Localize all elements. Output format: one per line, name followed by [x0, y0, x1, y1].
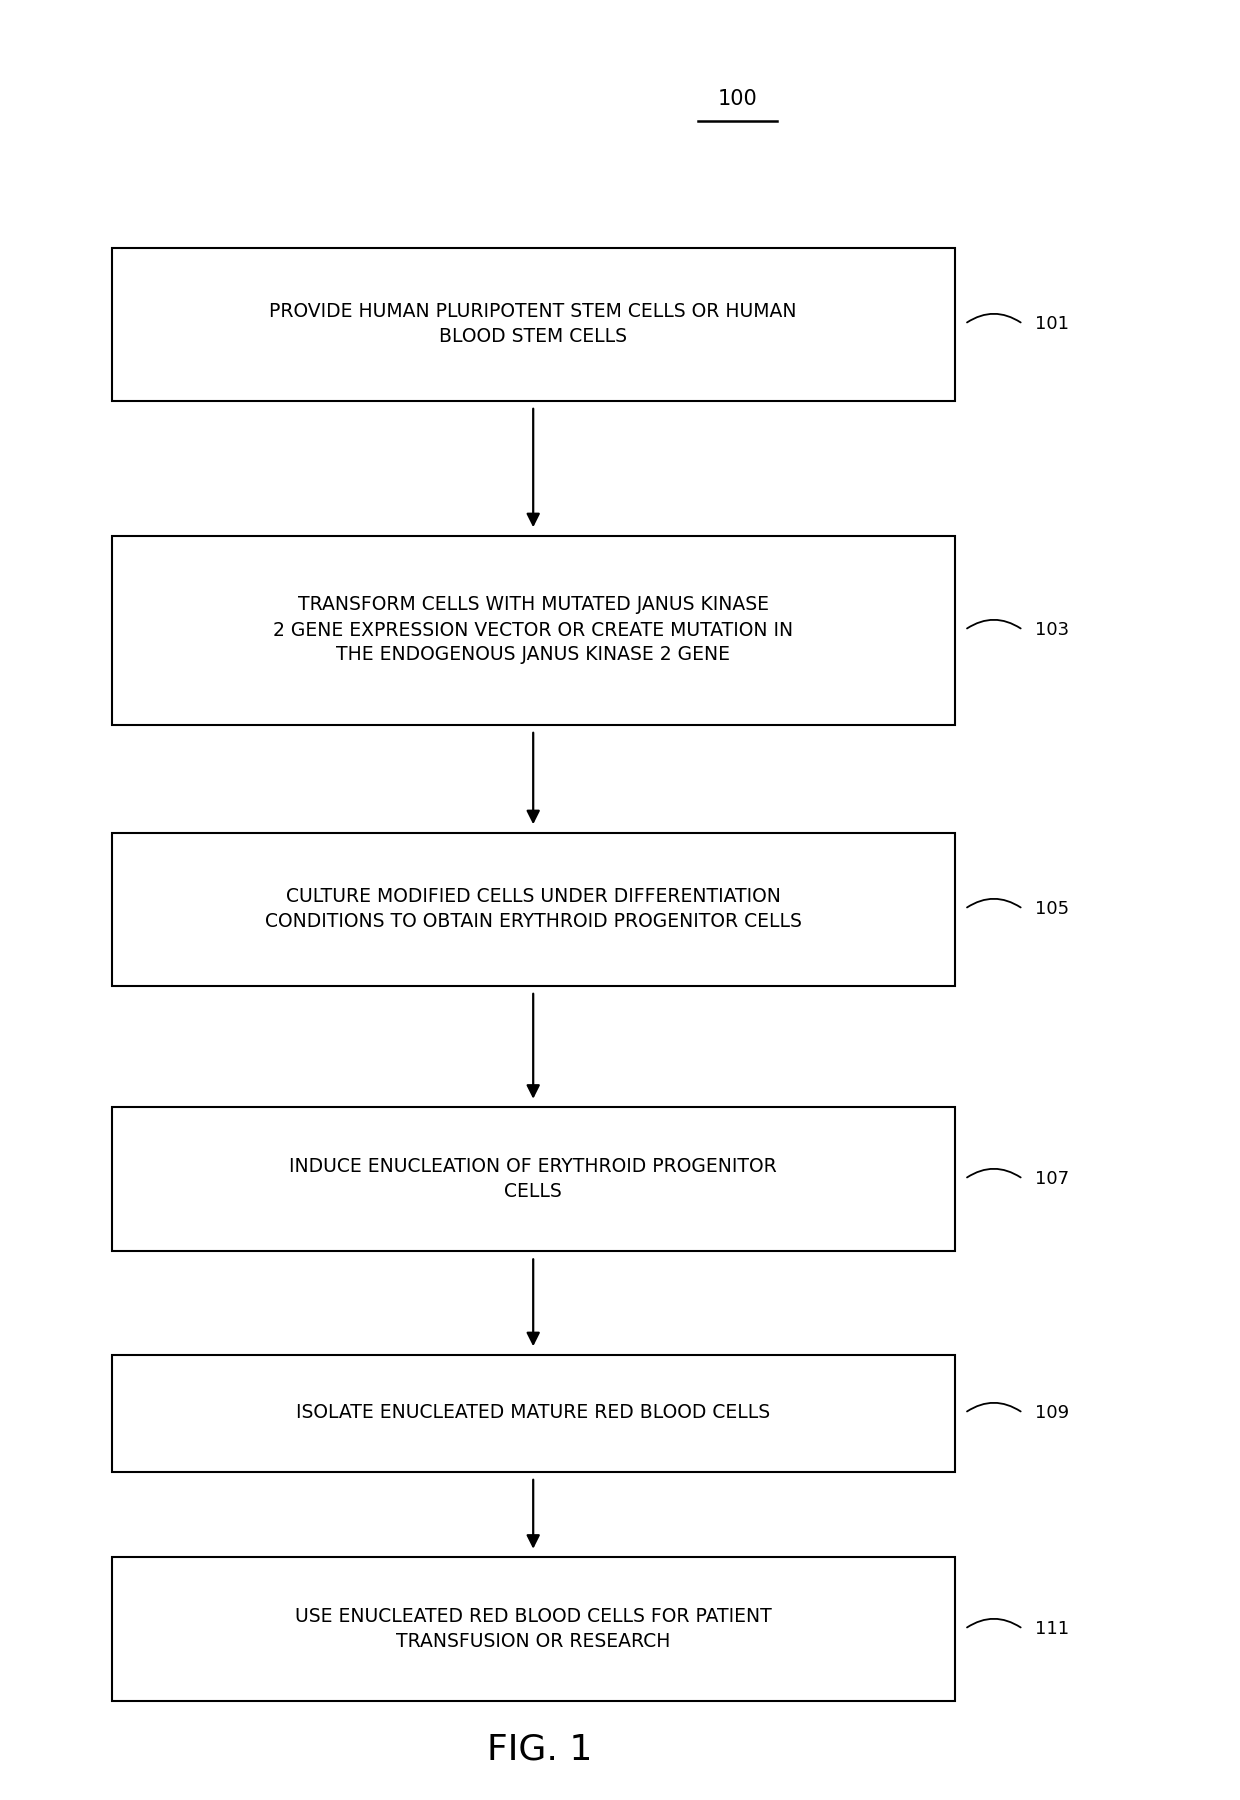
Text: USE ENUCLEATED RED BLOOD CELLS FOR PATIENT
TRANSFUSION OR RESEARCH: USE ENUCLEATED RED BLOOD CELLS FOR PATIE…: [295, 1607, 771, 1651]
Text: CULTURE MODIFIED CELLS UNDER DIFFERENTIATION
CONDITIONS TO OBTAIN ERYTHROID PROG: CULTURE MODIFIED CELLS UNDER DIFFERENTIA…: [265, 887, 801, 931]
Bar: [112, 832, 955, 986]
Text: INDUCE ENUCLEATION OF ERYTHROID PROGENITOR
CELLS: INDUCE ENUCLEATION OF ERYTHROID PROGENIT…: [289, 1157, 777, 1201]
Text: 105: 105: [1035, 900, 1070, 918]
Text: 109: 109: [1035, 1404, 1070, 1422]
Bar: [112, 247, 955, 401]
Text: 101: 101: [1035, 315, 1069, 333]
Text: 107: 107: [1035, 1170, 1070, 1188]
Text: PROVIDE HUMAN PLURIPOTENT STEM CELLS OR HUMAN
BLOOD STEM CELLS: PROVIDE HUMAN PLURIPOTENT STEM CELLS OR …: [269, 302, 797, 346]
Text: 100: 100: [718, 88, 758, 110]
Text: ISOLATE ENUCLEATED MATURE RED BLOOD CELLS: ISOLATE ENUCLEATED MATURE RED BLOOD CELL…: [296, 1404, 770, 1422]
Bar: [112, 536, 955, 724]
Text: TRANSFORM CELLS WITH MUTATED JANUS KINASE
2 GENE EXPRESSION VECTOR OR CREATE MUT: TRANSFORM CELLS WITH MUTATED JANUS KINAS…: [273, 596, 794, 664]
Bar: [112, 1354, 955, 1472]
Text: 111: 111: [1035, 1620, 1070, 1638]
Text: FIG. 1: FIG. 1: [487, 1733, 591, 1766]
Text: 103: 103: [1035, 621, 1070, 639]
Bar: [112, 1107, 955, 1251]
Bar: [112, 1557, 955, 1701]
